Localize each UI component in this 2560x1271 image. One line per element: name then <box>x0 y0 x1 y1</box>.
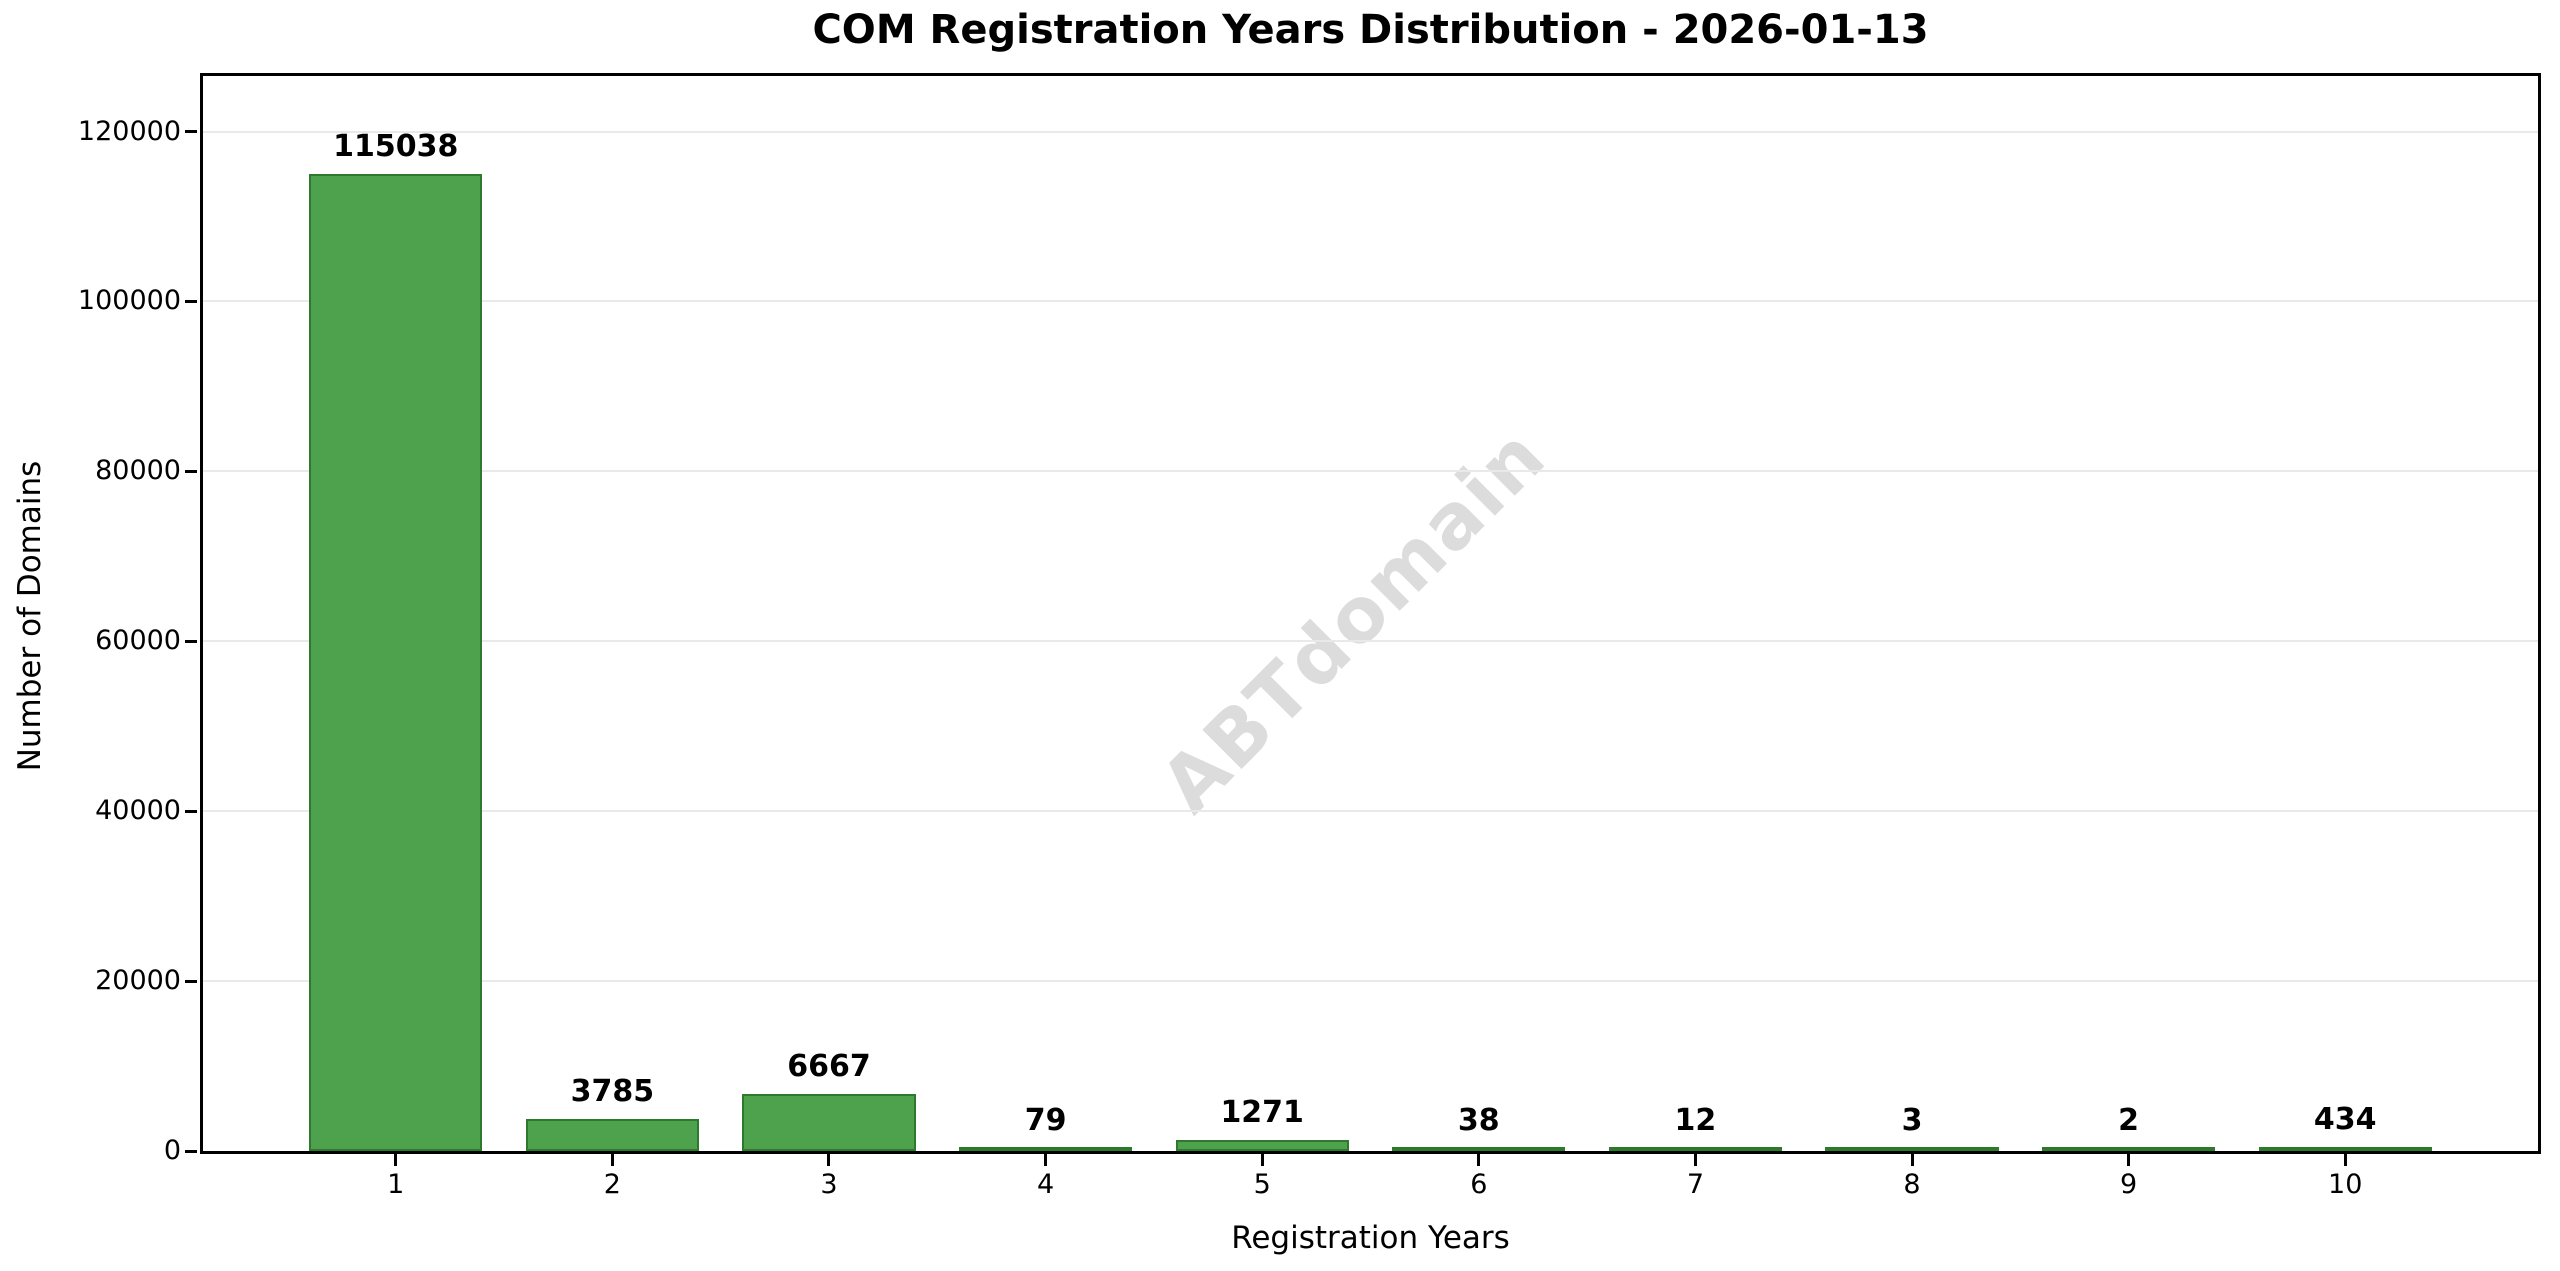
y-tick-label: 100000 <box>77 285 181 317</box>
x-tick-label: 9 <box>2120 1169 2138 1200</box>
gridline <box>203 810 2538 813</box>
x-tick-mark <box>394 1154 398 1166</box>
bar <box>309 173 483 1151</box>
y-tick-label: 80000 <box>95 455 181 487</box>
bar-value-label: 6667 <box>787 1049 871 1085</box>
y-tick-mark <box>185 1149 197 1153</box>
x-tick-mark <box>827 1154 831 1166</box>
y-tick-mark <box>185 639 197 643</box>
y-tick-label: 60000 <box>95 625 181 657</box>
bar <box>2041 1147 2216 1151</box>
y-tick-mark <box>185 979 197 983</box>
bar <box>525 1118 700 1151</box>
bar-value-label: 38 <box>1457 1103 1500 1138</box>
watermark: ABTdomain <box>1143 410 1563 830</box>
gridline <box>203 300 2538 303</box>
y-tick-label: 20000 <box>95 965 181 997</box>
y-tick-label: 40000 <box>95 795 181 827</box>
bar-value-label: 79 <box>1024 1103 1067 1138</box>
gridline <box>203 640 2538 643</box>
x-tick-label: 2 <box>603 1169 621 1200</box>
bar-value-label: 115038 <box>333 128 459 164</box>
y-tick-mark <box>185 809 197 813</box>
bar-value-label: 12 <box>1674 1103 1717 1138</box>
x-tick-label: 10 <box>2328 1169 2363 1200</box>
y-tick-mark <box>185 299 197 303</box>
x-tick-mark <box>1260 1154 1264 1166</box>
gridline <box>203 470 2538 473</box>
bar-value-label: 434 <box>2313 1102 2377 1138</box>
x-tick-label: 8 <box>1903 1169 1921 1200</box>
bar <box>1392 1147 1566 1151</box>
x-axis-label: Registration Years <box>1231 1220 1510 1256</box>
x-tick-label: 6 <box>1470 1169 1488 1200</box>
x-tick-label: 3 <box>820 1169 838 1200</box>
bar <box>1608 1147 1783 1151</box>
bar-value-label: 3785 <box>570 1073 655 1109</box>
bar <box>742 1094 916 1151</box>
x-tick-mark <box>2343 1154 2347 1166</box>
bar <box>958 1147 1133 1151</box>
x-tick-mark <box>1693 1154 1697 1166</box>
bar-value-label: 3 <box>1901 1103 1923 1138</box>
bar-value-label: 1271 <box>1220 1095 1304 1131</box>
y-axis-label: Number of Domains <box>12 460 48 772</box>
chart-title: COM Registration Years Distribution - 20… <box>812 7 1929 53</box>
bar <box>1825 1147 1999 1151</box>
x-tick-label: 1 <box>387 1169 405 1200</box>
x-tick-mark <box>2127 1154 2131 1166</box>
bar <box>2258 1147 2432 1151</box>
gridline <box>203 130 2538 133</box>
y-tick-label: 120000 <box>77 115 181 147</box>
x-tick-label: 5 <box>1253 1169 1271 1200</box>
gridline <box>203 980 2538 983</box>
x-tick-mark <box>610 1154 614 1166</box>
y-tick-mark <box>185 130 197 134</box>
bar-value-label: 2 <box>2118 1103 2140 1138</box>
x-tick-label: 7 <box>1686 1169 1704 1200</box>
bar <box>1175 1140 1349 1151</box>
plot-area: ABTdomain 115038 3785 6667 79 1271 38 12 3 2 434 <box>200 73 2541 1154</box>
x-tick-mark <box>1477 1154 1481 1166</box>
y-tick-mark <box>185 469 197 473</box>
x-tick-label: 4 <box>1036 1169 1055 1200</box>
y-tick-label: 0 <box>163 1135 181 1166</box>
x-tick-mark <box>1044 1154 1048 1166</box>
x-tick-mark <box>1910 1154 1914 1166</box>
